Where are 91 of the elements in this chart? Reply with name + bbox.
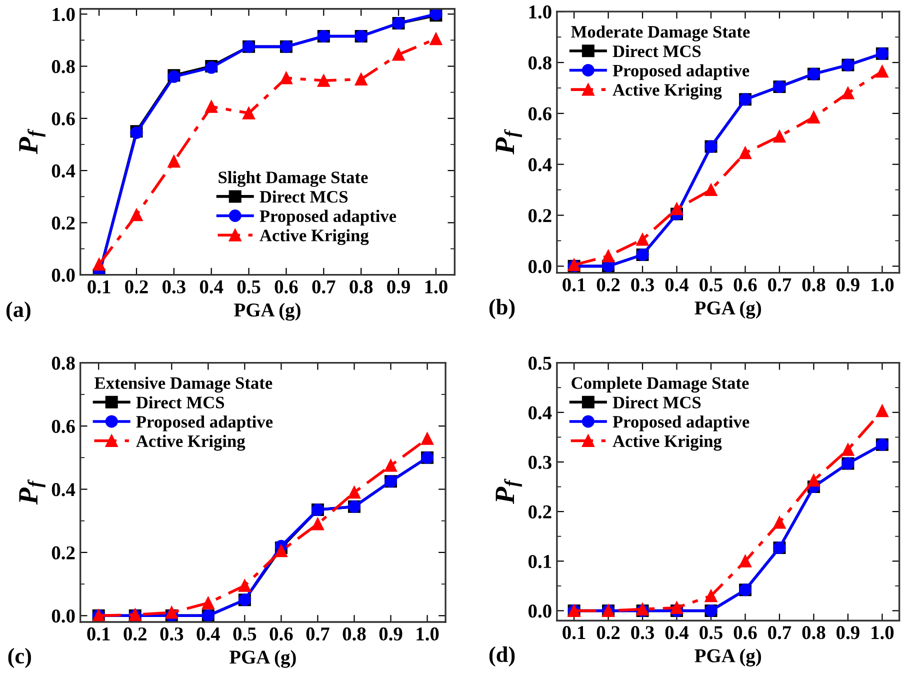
x-tick-label: 0.3 [631, 626, 654, 640]
x-axis-title: PGA (g) [694, 300, 762, 319]
legend-label: Proposed adaptive [612, 415, 750, 432]
x-tick-label: 0.9 [379, 627, 402, 641]
y-axis-title: P$_{f}$ [19, 128, 46, 154]
x-tick-label: 0.3 [162, 280, 186, 294]
x-tick-label: 0.1 [562, 626, 586, 640]
legend-label: Proposed adaptive [136, 415, 273, 432]
x-tick-label: 0.9 [836, 626, 860, 640]
x-tick-label: 0.3 [160, 627, 184, 641]
y-tick-label: 0.6 [52, 420, 75, 434]
x-tick-label: 0.8 [342, 627, 366, 641]
y-tick-label: 0.0 [52, 609, 75, 623]
y-axis-title: P$_{f}$ [19, 479, 46, 505]
x-tick-label: 0.6 [734, 626, 757, 640]
text: (b) [489, 298, 515, 320]
x-axis-title: PGA (g) [694, 648, 762, 666]
legend-title: Extensive Damage State [94, 376, 272, 393]
x-tick-label: 0.4 [200, 280, 224, 294]
y-tick-label: 0.5 [528, 356, 552, 370]
y-tick-label: 0.6 [528, 107, 552, 120]
y-tick-label: 0.2 [528, 505, 552, 519]
y-tick-label: 0.1 [528, 554, 552, 568]
text: (c) [8, 648, 31, 668]
x-tick-label: 0.2 [124, 627, 146, 641]
x-tick-label: 0.5 [237, 280, 260, 294]
legend-label: Proposed adaptive [612, 64, 750, 80]
y-tick-label: 1.0 [529, 5, 552, 19]
legend-label: Active Kriging [612, 434, 722, 451]
y-tick-label: 0.8 [528, 56, 552, 70]
legend-label: Direct MCS [612, 44, 701, 58]
legend-label: Active Kriging [612, 84, 722, 100]
legend-title: Moderate Damage State [571, 25, 750, 42]
y-tick-label: 0.2 [52, 216, 75, 230]
y-tick-label: 0.4 [52, 164, 76, 178]
x-tick-label: 0.5 [233, 627, 256, 641]
x-tick-label: 0.2 [596, 278, 620, 292]
x-tick-label: 0.7 [768, 626, 792, 640]
legend-label: Proposed adaptive [260, 210, 396, 226]
x-tick-label: 0.6 [274, 280, 298, 294]
legend-label: Direct MCS [136, 396, 224, 408]
text: (d) [489, 646, 515, 667]
x-tick-label: 0.8 [802, 278, 826, 292]
x-tick-label: 0.6 [270, 627, 293, 641]
x-tick-label: 0.7 [306, 627, 330, 641]
x-tick-label: 0.4 [665, 278, 689, 292]
text: (a) [6, 301, 30, 322]
y-tick-label: 0.4 [52, 483, 76, 496]
x-tick-label: 0.5 [700, 278, 722, 292]
legend-label: Direct MCS [612, 396, 701, 408]
x-tick-label: 1.0 [416, 627, 439, 641]
x-tick-label: 0.3 [631, 278, 654, 292]
x-tick-label: 0.2 [125, 280, 148, 294]
y-tick-label: 0.6 [52, 112, 75, 126]
legend-label: Direct MCS [260, 190, 348, 203]
y-tick-label: 0.0 [528, 604, 552, 618]
x-tick-label: 0.5 [700, 626, 722, 640]
legend-title: Slight Damage State [218, 171, 368, 187]
x-tick-label: 1.0 [872, 626, 894, 640]
x-tick-label: 0.4 [196, 627, 220, 641]
x-tick-label: 0.7 [768, 278, 792, 292]
x-tick-label: 0.1 [562, 278, 586, 292]
y-axis-title: P$_{f}$ [496, 129, 522, 154]
y-axis-title: P$_{f}$ [496, 478, 522, 504]
x-axis-title: PGA (g) [234, 302, 300, 321]
y-tick-label: 0.3 [528, 456, 552, 469]
x-tick-label: 0.8 [350, 280, 373, 294]
legend-label: Active Kriging [260, 229, 369, 245]
y-tick-label: 0.8 [52, 356, 75, 370]
x-tick-label: 0.6 [734, 278, 757, 292]
x-tick-label: 0.1 [88, 280, 110, 294]
x-tick-label: 1.0 [872, 278, 894, 292]
x-tick-label: 0.9 [836, 278, 860, 292]
y-tick-label: 0.0 [52, 268, 75, 282]
x-tick-label: 0.4 [665, 626, 689, 640]
x-tick-label: 1.0 [425, 280, 448, 294]
x-tick-label: 0.2 [596, 626, 620, 640]
y-tick-label: 0.0 [528, 260, 552, 274]
x-tick-label: 0.9 [387, 280, 410, 294]
x-axis-title: PGA (g) [230, 650, 296, 668]
y-tick-label: 0.4 [528, 406, 552, 420]
legend-label: Active Kriging [136, 434, 246, 451]
legend-title: Complete Damage State [572, 376, 749, 393]
x-tick-label: 0.8 [802, 626, 826, 640]
y-tick-label: 0.2 [528, 209, 552, 222]
y-tick-label: 0.2 [52, 546, 75, 560]
x-tick-label: 0.7 [312, 280, 336, 294]
y-tick-label: 0.4 [528, 158, 552, 172]
y-tick-label: 0.8 [52, 60, 75, 74]
x-tick-label: 0.1 [87, 627, 110, 641]
y-tick-label: 1.0 [52, 8, 75, 22]
